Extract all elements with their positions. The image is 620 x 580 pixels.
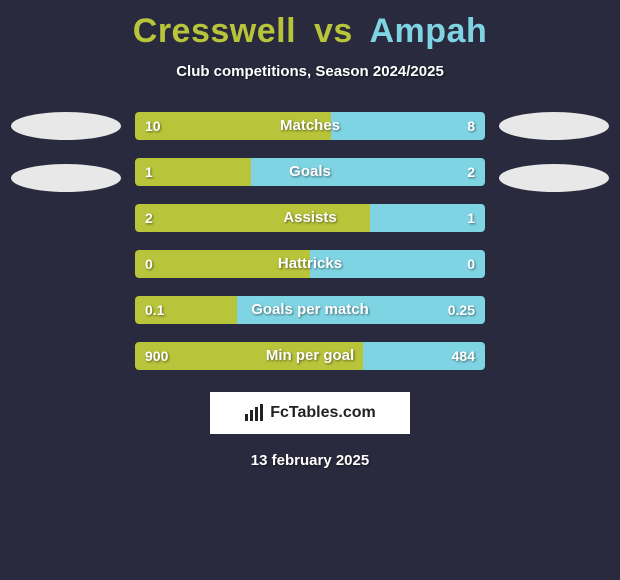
chart-icon: [244, 404, 264, 422]
player1-name: Cresswell: [133, 12, 296, 50]
stat-row: 12Goals: [135, 158, 485, 186]
stat-label: Assists: [135, 204, 485, 232]
page-title: Cresswell vs Ampah: [0, 0, 620, 51]
player1-avatar-col: [11, 112, 121, 192]
stat-label: Min per goal: [135, 342, 485, 370]
player1-avatar-placeholder: [11, 112, 121, 140]
stat-row: 0.10.25Goals per match: [135, 296, 485, 324]
stats-bars: 108Matches 12Goals 21Assists 00Hattricks 0.1…: [135, 112, 485, 370]
comparison-panel: 108Matches 12Goals 21Assists 00Hattricks 0.1…: [0, 112, 620, 370]
stat-row: 00Hattricks: [135, 250, 485, 278]
player1-avatar-placeholder: [11, 164, 121, 192]
player2-avatar-placeholder: [499, 164, 609, 192]
brand-text: FcTables.com: [270, 404, 376, 422]
player2-avatar-placeholder: [499, 112, 609, 140]
stat-label: Matches: [135, 112, 485, 140]
stat-row: 108Matches: [135, 112, 485, 140]
brand-badge: FcTables.com: [210, 392, 410, 434]
stat-label: Goals: [135, 158, 485, 186]
subtitle: Club competitions, Season 2024/2025: [0, 63, 620, 80]
player2-name: Ampah: [370, 12, 488, 50]
player2-avatar-col: [499, 112, 609, 192]
stat-label: Hattricks: [135, 250, 485, 278]
stat-row: 900484Min per goal: [135, 342, 485, 370]
stat-label: Goals per match: [135, 296, 485, 324]
date-text: 13 february 2025: [0, 452, 620, 469]
stat-row: 21Assists: [135, 204, 485, 232]
vs-separator: vs: [314, 12, 353, 50]
